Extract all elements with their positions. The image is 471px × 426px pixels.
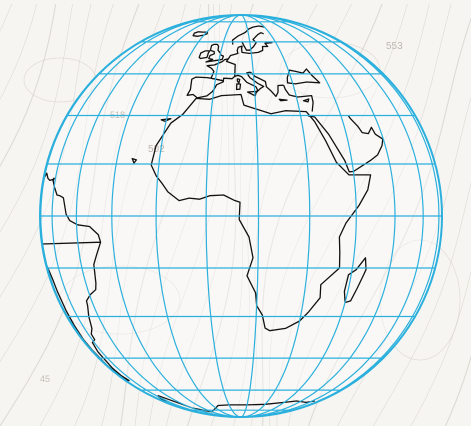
contour-line: [0, 3, 73, 233]
contour-loop: [23, 57, 97, 103]
contour-label: 502: [148, 144, 165, 155]
coastline-madagascar: [343, 257, 367, 304]
coastlines: [40, 25, 384, 413]
coastline-scandinavia: [231, 25, 265, 45]
coastline-iceland: [192, 31, 209, 37]
graticule: [39, 14, 443, 418]
coastline-jutland-germany: [227, 41, 273, 60]
contour-loop: [379, 239, 461, 361]
contour-line: [337, 96, 471, 426]
contour-line: [233, 3, 318, 426]
contour-label: 553: [386, 41, 403, 52]
contour-line: [39, 3, 165, 426]
contour-label: 45: [40, 374, 50, 384]
coastline-crete: [278, 98, 288, 102]
coastline-ireland: [198, 50, 211, 60]
coastline-red-sea-arabia: [307, 115, 384, 173]
contour-line: [261, 3, 383, 426]
coastline-cyprus: [302, 98, 310, 103]
coastline-anatolia-levant: [283, 84, 314, 112]
contour-line: [0, 3, 140, 426]
contour-line: [410, 270, 471, 426]
globe-outline: [39, 14, 443, 418]
contour-line: [74, 3, 186, 426]
contour-line: [268, 3, 408, 426]
contour-line: [307, 17, 471, 426]
contour-line: [0, 3, 57, 168]
contour-line: [372, 181, 471, 426]
contour-line: [186, 3, 254, 426]
contour-line: [276, 3, 430, 426]
coastline-sicily: [246, 90, 258, 97]
contour-line: [250, 3, 352, 426]
contour-loop: [59, 265, 181, 335]
coastline-africa: [150, 93, 372, 332]
contour-line: [466, 4, 471, 426]
coastline-balkans: [249, 71, 284, 98]
coastline-cape-verde: [131, 157, 138, 164]
coastline-corsica: [236, 78, 241, 84]
coastline-sardinia: [235, 83, 242, 91]
coastline-iberia: [186, 76, 225, 99]
contour-line: [288, 3, 452, 426]
coastline-britain: [205, 43, 225, 63]
contour-line: [444, 354, 471, 426]
coastline-sweden-baltic: [241, 32, 264, 51]
coastline-trinidad: [52, 177, 55, 182]
contour-line: [101, 3, 201, 426]
contour-line: [0, 3, 37, 100]
contour-line: [0, 3, 92, 298]
contour-line: [444, 4, 471, 426]
